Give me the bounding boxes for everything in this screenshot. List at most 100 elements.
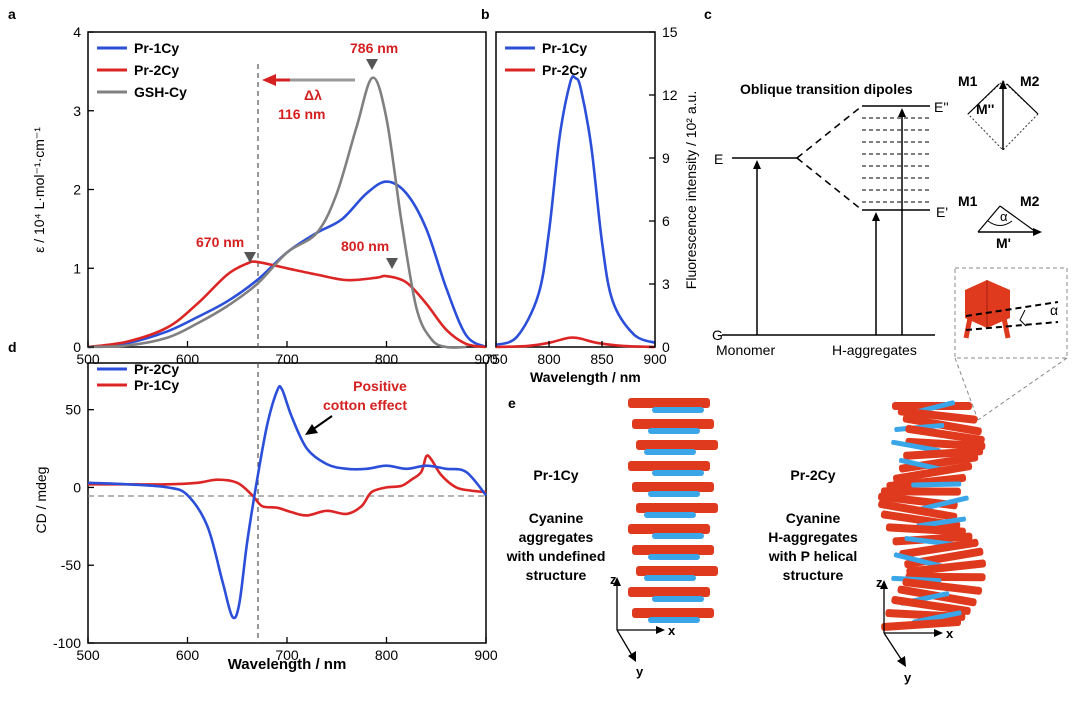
ytick-label-b: 0 — [662, 339, 670, 355]
series-a-pr-2cy — [87, 260, 487, 349]
label-M-double-prime: M'' — [976, 101, 994, 117]
xtick-label-d: 500 — [76, 647, 100, 663]
ytick-label-d: 50 — [65, 402, 81, 418]
label-alpha-inset: α — [1050, 302, 1058, 318]
panel-b-frame — [495, 31, 656, 348]
axis-y-right-label: y — [904, 670, 912, 685]
helix-unit-red — [902, 578, 983, 595]
annotation-116nm: 116 nm — [278, 106, 325, 122]
cyanine-unit-blue — [648, 428, 700, 434]
right-desc-1: Cyanine — [786, 510, 841, 526]
annotation-786nm: 786 nm — [350, 40, 398, 56]
helix-unit-red — [897, 407, 978, 424]
arrowhead-Mpp-icon — [999, 80, 1007, 89]
cyanine-unit-blue — [644, 512, 696, 518]
panel-label-b: b — [481, 6, 490, 22]
left-desc-4: structure — [526, 567, 587, 583]
axis-y-right-icon — [897, 656, 906, 667]
cyanine-unit-blue — [652, 533, 704, 539]
cyanine-unit-red — [628, 461, 710, 471]
panel-label-c: c — [704, 6, 712, 22]
xtick-label-b: 850 — [590, 351, 614, 367]
xtick-label-a: 800 — [375, 351, 399, 367]
ytick-label-a: 0 — [73, 339, 81, 355]
legend-a-pr1cy: Pr-1Cy — [134, 40, 179, 56]
split-line-up — [796, 105, 863, 159]
label-h-aggregates: H-aggregates — [832, 342, 917, 358]
panel-d-chart: 500 600 700 800 900 -100 -50 0 50 Wavelength / n… — [33, 361, 498, 673]
xtick-label-b: 800 — [537, 351, 561, 367]
arrowhead-monomer-icon — [753, 160, 761, 169]
helix-unit-blue — [916, 516, 967, 529]
legend-b-pr2cy: Pr-2Cy — [542, 62, 587, 78]
panel-b-ylabel: Fluorescence intensity / 10² a.u. — [683, 91, 699, 289]
axes-left: z x y — [610, 572, 676, 679]
arrow-left-icon — [262, 74, 276, 86]
cyanine-unit-red — [632, 419, 714, 429]
legend-a-pr2cy: Pr-2Cy — [134, 62, 179, 78]
annotation-670nm: 670 nm — [196, 234, 244, 250]
helix-unit-red — [891, 596, 971, 615]
label-E2: E'' — [934, 99, 949, 115]
label-M1-bottom: M1 — [958, 193, 978, 209]
left-desc-3: with undefined — [506, 548, 606, 564]
axis-y-left — [616, 629, 634, 658]
xtick-label-d: 700 — [275, 647, 299, 663]
arrowhead-E2-icon — [898, 108, 906, 117]
helix-unit-red — [885, 523, 966, 536]
series-a-gsh-cy — [87, 76, 467, 349]
axis-x-left-icon — [656, 626, 665, 634]
cyanine-unit-blue — [652, 596, 704, 602]
helix-unit-red — [878, 500, 958, 521]
legend-a-gshcy: GSH-Cy — [134, 84, 187, 100]
split-line-down — [796, 157, 863, 211]
ytick-label-a: 2 — [73, 182, 81, 198]
left-desc-1: Cyanine — [529, 510, 584, 526]
axis-x-right-icon — [934, 629, 943, 637]
xtick-label-d: 600 — [176, 647, 200, 663]
dipole-M2-top — [1006, 83, 1039, 115]
xtick-label-a: 600 — [176, 351, 200, 367]
axis-z-left-label: z — [610, 572, 617, 587]
dipole-diagram-parallel: M1 M2 M'' — [958, 73, 1040, 151]
cyanine-unit-red — [636, 440, 718, 450]
helix-unit-blue — [919, 495, 969, 512]
axes-right: z x y — [876, 575, 954, 685]
panel-e-structures: Pr-1Cy Cyanine aggregates with undefined… — [506, 398, 987, 685]
cyanine-unit-red — [636, 566, 718, 576]
axis-z-left-icon — [613, 577, 621, 586]
helix-unit-red — [898, 453, 979, 473]
ytick-label-d: 0 — [73, 479, 81, 495]
axis-x-left-label: x — [668, 623, 676, 638]
ytick-label-b: 6 — [662, 213, 670, 229]
cyanine-unit-blue — [648, 491, 700, 497]
label-M2-top: M2 — [1020, 73, 1040, 89]
helix-unit-red — [906, 559, 987, 576]
cyanine-unit-blue — [648, 617, 700, 623]
xtick-label-b: 900 — [643, 351, 667, 367]
inset-leader-2 — [977, 357, 1068, 421]
inset-cube-leg-1 — [963, 317, 973, 339]
ytick-label-b: 12 — [662, 87, 678, 103]
ytick-label-d: -50 — [61, 557, 81, 573]
helix-unit-red — [880, 487, 961, 496]
stack-left-pr1cy — [628, 398, 718, 623]
series-a-pr-1cy — [87, 180, 487, 349]
panel-b-xlabel: Wavelength / nm — [530, 369, 641, 385]
marker-670-icon — [244, 252, 256, 263]
label-M1-top: M1 — [958, 73, 978, 89]
helix-unit-red — [905, 424, 985, 444]
helix-unit-red — [881, 618, 962, 631]
right-desc-2: H-aggregates — [768, 529, 858, 545]
inset-frame — [954, 267, 1068, 359]
series-b-pr-1cy — [495, 74, 656, 347]
dashed-levels — [862, 117, 930, 203]
helix-unit-red — [899, 538, 979, 559]
label-M2-bottom: M2 — [1020, 193, 1040, 209]
cyanine-unit-red — [628, 398, 710, 408]
axis-z-right-label: z — [876, 575, 883, 590]
cyanine-unit-blue — [648, 554, 700, 560]
annotation-positive: Positive — [353, 378, 407, 394]
axis-y-right — [883, 632, 904, 663]
cyanine-unit-red — [632, 545, 714, 555]
